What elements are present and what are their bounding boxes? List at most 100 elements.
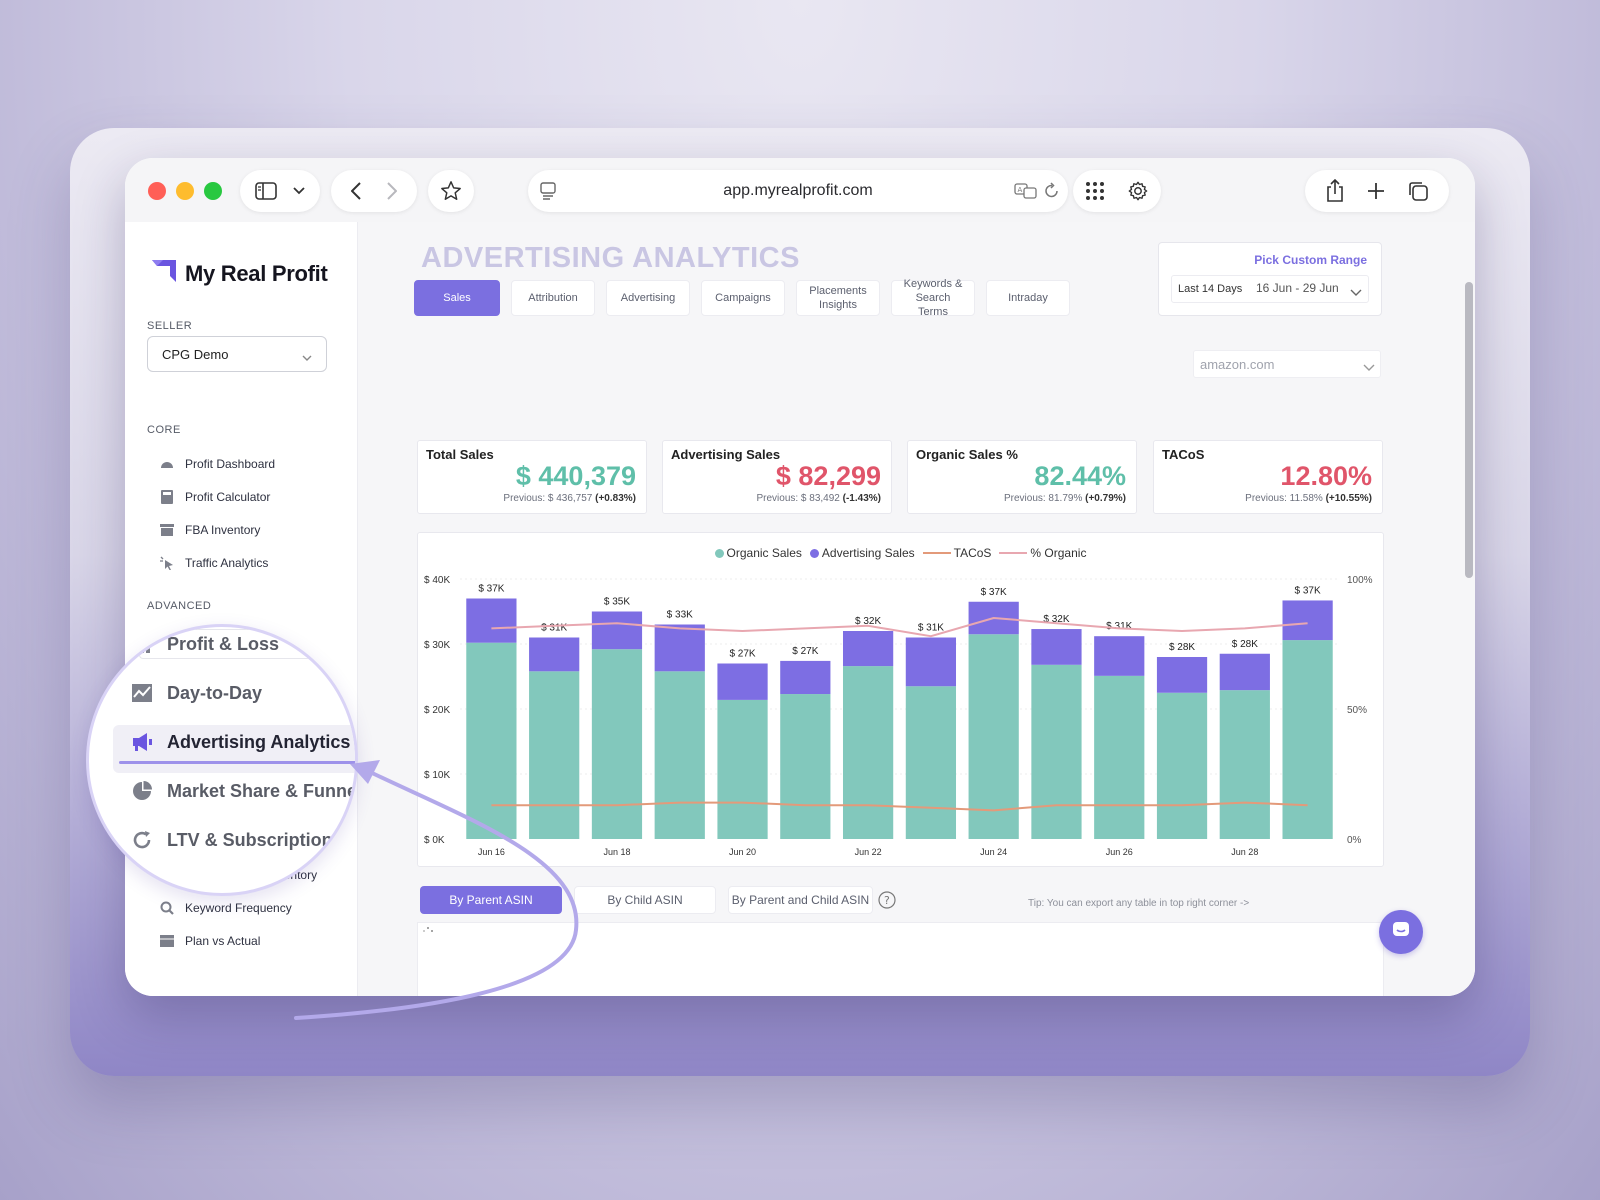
bar-organic-sales bbox=[780, 694, 831, 839]
svg-text:?: ? bbox=[884, 894, 890, 907]
date-range-select[interactable]: Last 14 Days 16 Jun - 29 Jun bbox=[1171, 275, 1369, 303]
range-preset: Last 14 Days bbox=[1178, 283, 1243, 295]
kpi-organic-sales-pct: Organic Sales % 82.44% Previous: 81.79% … bbox=[907, 440, 1137, 514]
tab-placements-insights[interactable]: Placements Insights bbox=[796, 280, 880, 316]
bookmark-button[interactable] bbox=[428, 170, 474, 212]
marketplace-select[interactable]: amazon.com bbox=[1193, 350, 1381, 378]
seller-value: CPG Demo bbox=[162, 347, 229, 362]
brand-logo[interactable]: My Real Profit bbox=[151, 258, 328, 289]
tab-by-child-asin[interactable]: By Child ASIN bbox=[574, 886, 716, 914]
tab-sales[interactable]: Sales bbox=[414, 280, 500, 316]
bar-total-label: $ 37K bbox=[478, 584, 504, 595]
legend-organic-sales[interactable]: Organic Sales bbox=[714, 546, 802, 560]
export-tip: Tip: You can export any table in top rig… bbox=[1028, 898, 1250, 909]
tab-keywords-search-terms[interactable]: Keywords & Search Terms bbox=[891, 278, 975, 318]
tab-by-parent-and-child-asin[interactable]: By Parent and Child ASIN bbox=[728, 886, 873, 914]
sales-chart-panel: Organic Sales Advertising Sales TACoS % … bbox=[417, 532, 1384, 867]
sidebar-item-ltv-subscription[interactable]: LTV & Subscription bbox=[131, 829, 333, 851]
bar-organic-sales bbox=[654, 671, 705, 839]
seller-select[interactable]: CPG Demo bbox=[147, 336, 327, 372]
sidebar-item-fba-inventory[interactable]: FBA Inventory bbox=[159, 522, 260, 538]
sidebar-toggle-group[interactable] bbox=[240, 170, 320, 212]
sidebar-item-keyword-frequency[interactable]: Keyword Frequency bbox=[159, 900, 292, 916]
back-arrow-icon[interactable] bbox=[351, 182, 361, 200]
sidebar-item-profit-calculator[interactable]: Profit Calculator bbox=[159, 489, 270, 505]
sidebar-icon[interactable] bbox=[255, 182, 277, 200]
legend-pct-organic[interactable]: % Organic bbox=[999, 546, 1086, 560]
x-tick-label: Jun 26 bbox=[1106, 847, 1133, 857]
core-label: CORE bbox=[147, 424, 181, 436]
sidebar-item-profit-loss[interactable]: Profit & Loss bbox=[131, 633, 279, 655]
sidebar-item-day-to-day[interactable]: Day-to-Day bbox=[131, 682, 262, 704]
translate-icon[interactable]: A bbox=[1014, 182, 1038, 200]
chart-legend: Organic Sales Advertising Sales TACoS % … bbox=[418, 546, 1383, 560]
close-window-button[interactable] bbox=[148, 182, 166, 200]
sidebar-item-market-share-funnel[interactable]: Market Share & Funnel bbox=[131, 780, 355, 802]
forward-arrow-icon[interactable] bbox=[387, 182, 397, 200]
tab-intraday[interactable]: Intraday bbox=[986, 280, 1070, 316]
svg-text:A: A bbox=[1018, 186, 1023, 194]
bar-organic-sales bbox=[591, 649, 643, 839]
sidebar-item-traffic-analytics[interactable]: Traffic Analytics bbox=[159, 555, 268, 571]
legend-tacos[interactable]: TACoS bbox=[922, 546, 991, 560]
grid-apps-icon[interactable] bbox=[1085, 181, 1105, 201]
chevron-down-icon[interactable] bbox=[293, 187, 305, 195]
line-pct-organic bbox=[491, 617, 1308, 638]
sales-chart: $ 0K $ 10K $ 20K $ 30K $ 40K 0% 50% 100% $ 37K Ju… bbox=[424, 575, 1373, 857]
scrollbar[interactable] bbox=[1465, 282, 1473, 578]
menu-edge bbox=[139, 629, 321, 659]
url-text: app.myrealprofit.com bbox=[723, 182, 873, 199]
kpi-value: 82.44% bbox=[1034, 461, 1126, 491]
help-question-icon[interactable]: ? bbox=[878, 891, 896, 914]
tab-advertising[interactable]: Advertising bbox=[606, 280, 690, 316]
chat-icon bbox=[1391, 920, 1411, 945]
bar-organic-sales bbox=[1156, 692, 1208, 839]
range-dates: 16 Jun - 29 Jun bbox=[1256, 281, 1339, 295]
reload-icon[interactable] bbox=[1044, 182, 1060, 200]
pick-custom-range-link[interactable]: Pick Custom Range bbox=[1254, 253, 1367, 267]
kpi-previous: Previous: $ 83,492 (-1.43%) bbox=[756, 493, 881, 504]
advanced-label: ADVANCED bbox=[147, 600, 212, 612]
bar-organic-sales bbox=[905, 686, 957, 839]
kpi-title: Total Sales bbox=[426, 447, 494, 462]
bar-organic-sales bbox=[1094, 675, 1145, 839]
bar-advertising-sales bbox=[780, 660, 831, 695]
traffic-click-icon bbox=[159, 555, 175, 571]
y-tick-label-left: $ 20K bbox=[424, 705, 450, 716]
sidebar-item-plan-vs-actual[interactable]: Plan vs Actual bbox=[159, 933, 260, 949]
tabs-overview-icon[interactable] bbox=[1407, 180, 1429, 202]
bar-advertising-sales bbox=[842, 631, 894, 667]
megaphone-icon bbox=[131, 731, 153, 753]
legend-advertising-sales[interactable]: Advertising Sales bbox=[809, 546, 915, 560]
sidebar-item-profit-dashboard[interactable]: Profit Dashboard bbox=[159, 456, 275, 472]
chat-launcher-button[interactable] bbox=[1379, 910, 1423, 954]
minimize-window-button[interactable] bbox=[176, 182, 194, 200]
bar-total-label: $ 32K bbox=[1043, 614, 1069, 625]
tab-attribution[interactable]: Attribution bbox=[511, 280, 595, 316]
tab-campaigns[interactable]: Campaigns bbox=[701, 280, 785, 316]
bar-advertising-sales bbox=[1156, 657, 1208, 693]
bar-organic-sales bbox=[842, 666, 894, 839]
extensions-group bbox=[1073, 170, 1161, 212]
new-tab-plus-icon[interactable] bbox=[1367, 182, 1385, 200]
tab-by-parent-asin[interactable]: By Parent ASIN bbox=[420, 886, 562, 914]
bar-advertising-sales bbox=[529, 637, 580, 672]
active-underline bbox=[119, 761, 355, 764]
bar-advertising-sales bbox=[1094, 636, 1145, 676]
kpi-title: Organic Sales % bbox=[916, 447, 1018, 462]
page-icon bbox=[540, 182, 556, 200]
bar-organic-sales bbox=[717, 699, 768, 839]
maximize-window-button[interactable] bbox=[204, 182, 222, 200]
address-bar[interactable]: app.myrealprofit.com A bbox=[528, 170, 1068, 212]
gear-icon[interactable] bbox=[1127, 180, 1149, 202]
sidebar-item-label: Traffic Analytics bbox=[185, 556, 269, 570]
share-icon[interactable] bbox=[1325, 179, 1345, 203]
sidebar-item-advertising-analytics[interactable]: Advertising Analytics bbox=[131, 731, 350, 753]
bar-total-label: $ 35K bbox=[604, 597, 630, 608]
star-icon[interactable] bbox=[440, 180, 462, 202]
x-tick-label: Jun 28 bbox=[1231, 847, 1258, 857]
sidebar-item-label: Profit Calculator bbox=[185, 490, 271, 504]
x-tick-label: Jun 24 bbox=[980, 847, 1007, 857]
kpi-title: Advertising Sales bbox=[671, 447, 781, 462]
bar-advertising-sales bbox=[1031, 629, 1082, 665]
